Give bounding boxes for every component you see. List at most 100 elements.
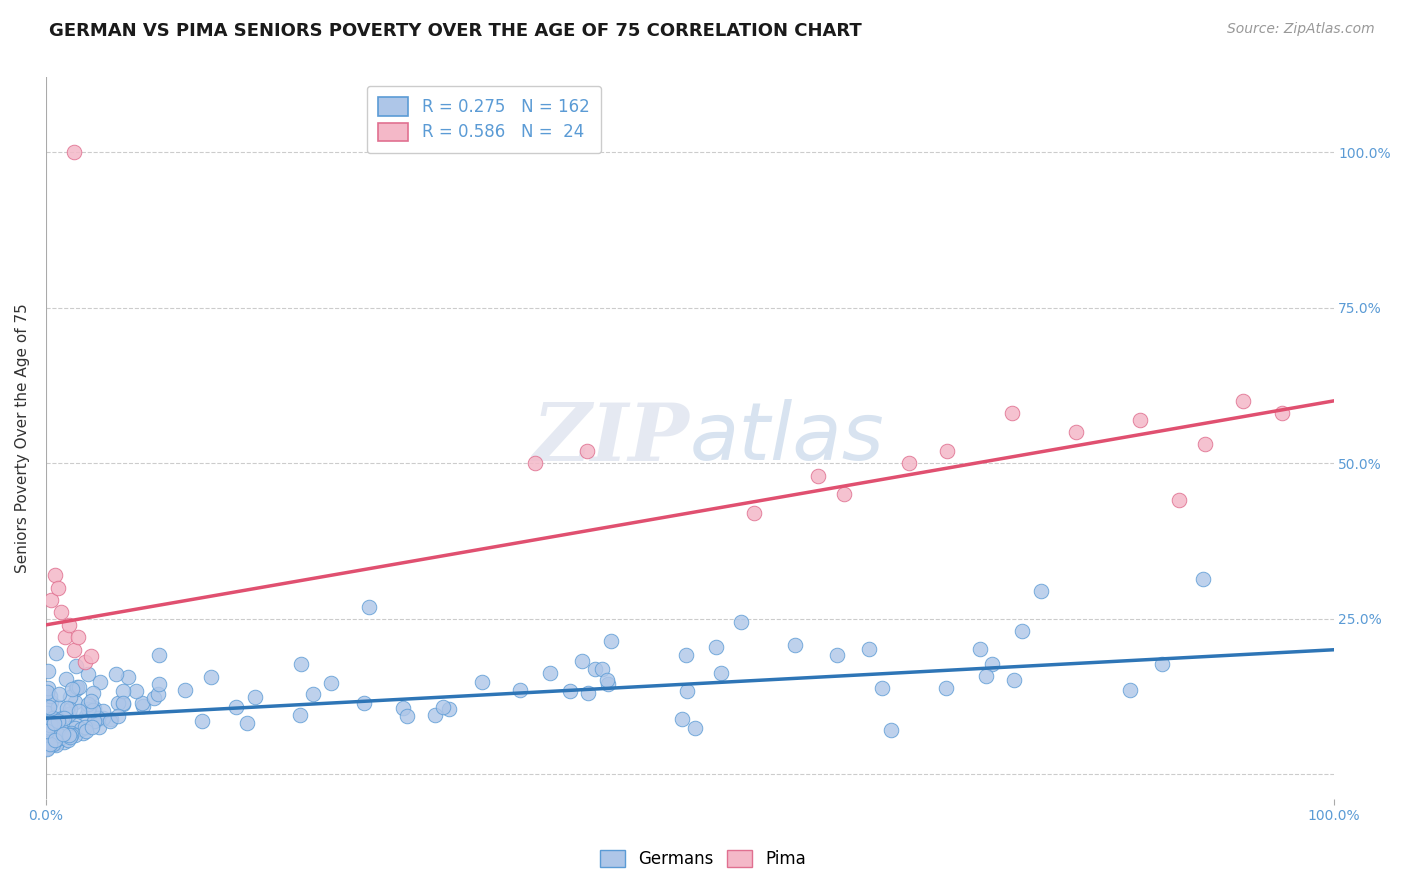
Point [53,735,76,749]
Point [39,718,62,732]
Point [37,685,59,699]
Point [38,725,60,739]
Point [578,686,600,700]
Point [65,694,87,708]
Point [83,714,105,728]
Point [65,658,87,673]
Point [575,443,598,458]
Point [1129,412,1152,426]
Point [832,487,855,501]
Point [37,723,59,738]
Point [880,723,903,738]
Point [1191,573,1213,587]
Point [858,642,880,657]
Point [41,718,63,732]
Point [46,581,69,595]
Point [174,682,197,697]
Point [598,676,620,690]
Point [41,695,63,709]
Point [65,718,87,732]
Point [77,697,100,711]
Point [98,714,121,729]
Point [37,720,59,734]
Point [1271,406,1294,420]
Point [46,713,69,727]
Point [41,727,63,741]
Point [1119,683,1142,698]
Point [37,706,59,720]
Point [51,711,73,725]
Point [58,727,80,741]
Point [897,456,920,470]
Point [52,711,75,725]
Point [56,733,79,747]
Point [1194,437,1216,451]
Point [48,728,70,742]
Point [89,674,111,689]
Point [70,722,93,736]
Point [49,729,72,743]
Point [46,700,69,714]
Point [132,699,155,714]
Point [301,687,323,701]
Point [225,700,247,714]
Point [538,665,561,680]
Point [675,684,697,698]
Point [46,723,69,737]
Legend: R = 0.275   N = 162, R = 0.586   N =  24: R = 0.275 N = 162, R = 0.586 N = 24 [367,86,600,153]
Point [1029,584,1052,599]
Point [936,443,959,458]
Point [80,720,103,734]
Point [46,735,69,749]
Y-axis label: Seniors Poverty Over the Age of 75: Seniors Poverty Over the Age of 75 [15,303,30,574]
Point [290,657,312,671]
Point [200,670,222,684]
Point [65,728,87,742]
Point [82,686,104,700]
Point [67,704,90,718]
Point [65,681,87,696]
Point [37,741,59,756]
Point [48,717,70,731]
Point [55,701,77,715]
Point [1011,624,1033,639]
Point [1168,493,1191,508]
Point [39,734,62,748]
Point [46,728,69,742]
Point [359,599,381,614]
Point [38,732,60,747]
Point [100,712,122,726]
Text: Source: ZipAtlas.com: Source: ZipAtlas.com [1227,22,1375,37]
Point [89,720,111,734]
Point [236,715,259,730]
Point [58,618,80,632]
Point [62,681,84,696]
Point [105,666,128,681]
Legend: Germans, Pima: Germans, Pima [593,843,813,875]
Point [704,640,727,654]
Point [46,717,69,731]
Point [93,711,115,725]
Point [58,706,80,721]
Point [243,690,266,704]
Point [39,714,62,729]
Point [63,721,86,735]
Point [974,669,997,683]
Point [117,670,139,684]
Point [87,711,110,725]
Point [45,738,67,752]
Point [353,696,375,710]
Point [524,456,547,470]
Point [558,683,581,698]
Text: ZIP: ZIP [533,400,690,477]
Point [67,680,90,694]
Point [39,593,62,607]
Point [59,731,82,745]
Point [42,735,65,749]
Point [742,506,765,520]
Point [42,737,65,751]
Point [112,697,135,711]
Point [1002,673,1025,687]
Point [48,687,70,701]
Point [45,715,67,730]
